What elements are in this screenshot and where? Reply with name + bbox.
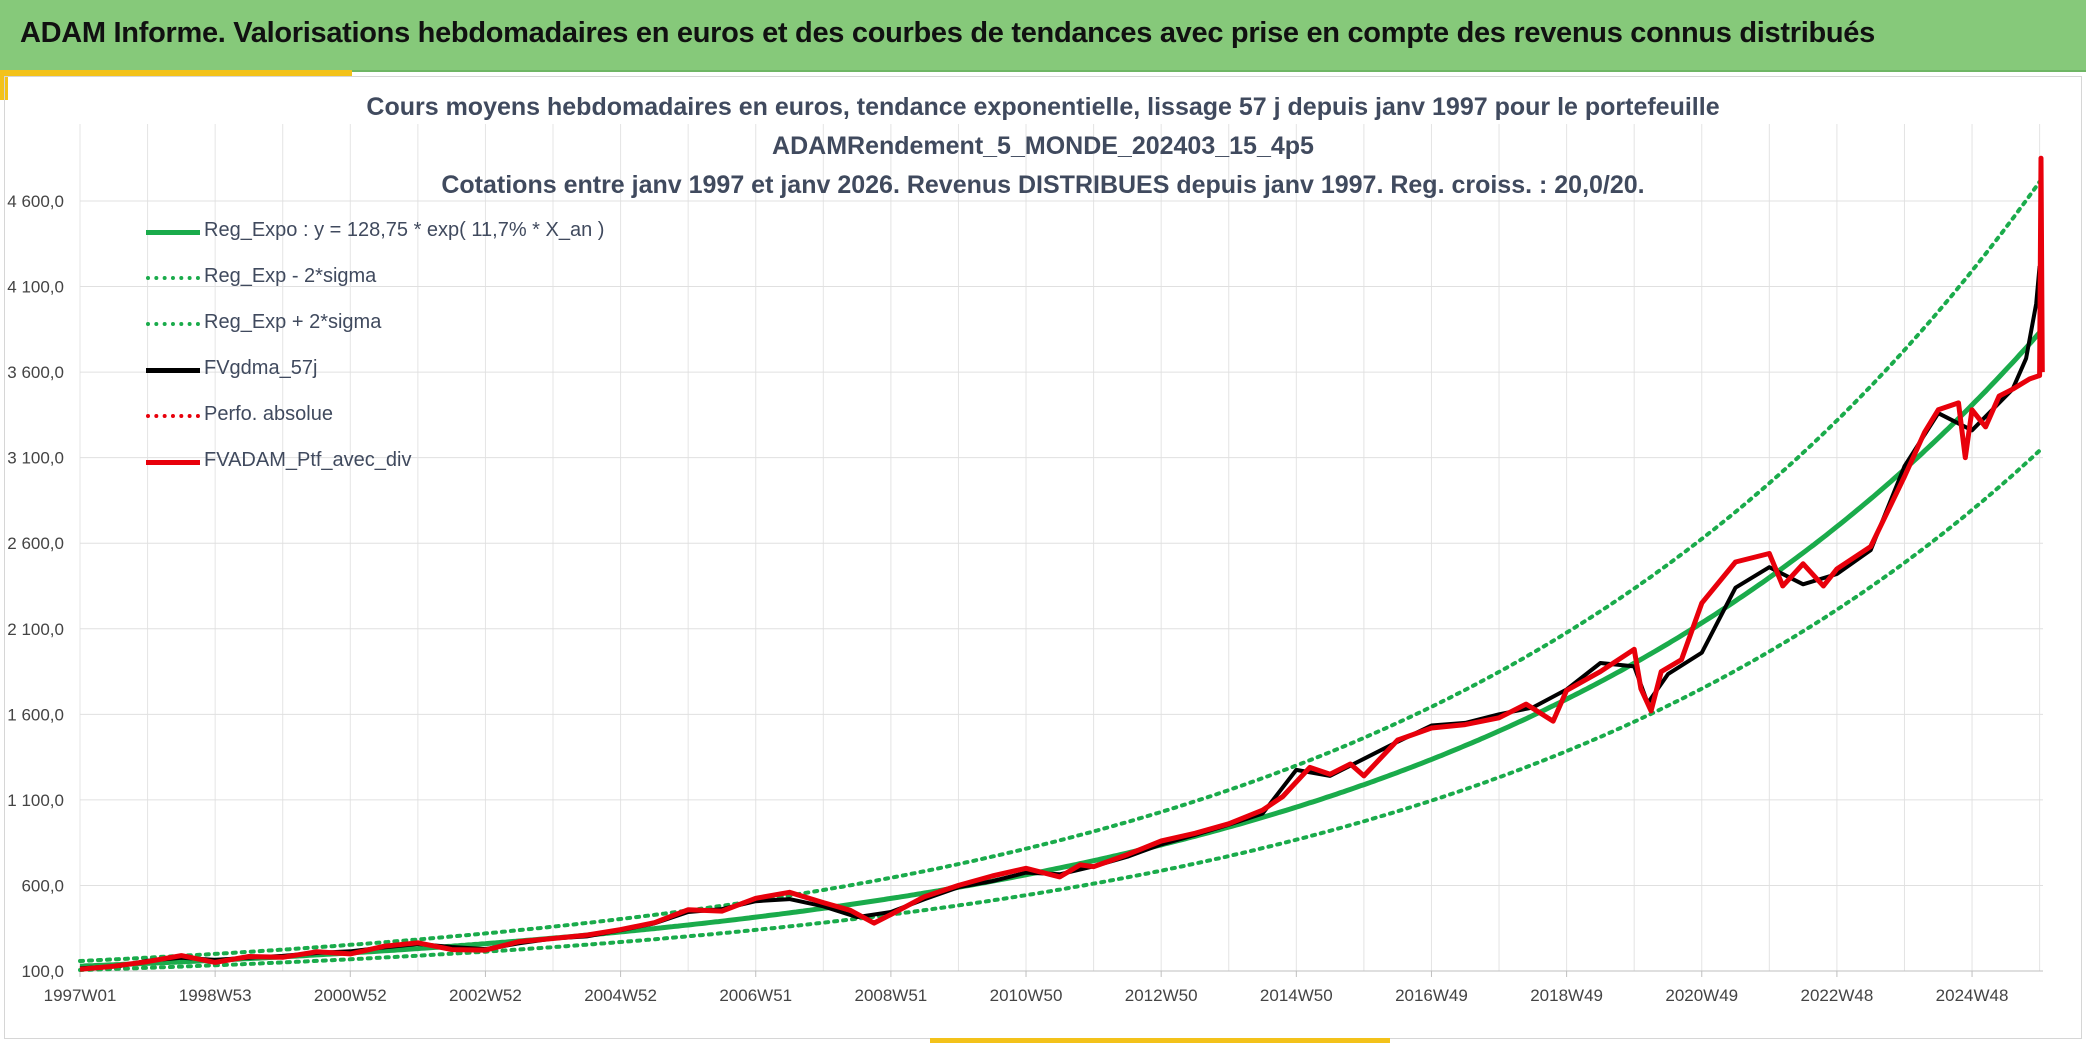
y-tick-label: 4 100,0 [7, 278, 64, 297]
bottom-accent-bar [930, 1038, 1390, 1043]
x-tick-label: 2002W52 [449, 986, 522, 1005]
x-tick-label: 2014W50 [1260, 986, 1333, 1005]
legend-item-reg-lower: Reg_Exp - 2*sigma [146, 265, 666, 291]
y-tick-label: 3 100,0 [7, 449, 64, 468]
y-tick-label: 1 600,0 [7, 705, 64, 724]
legend-label-perfo: Perfo. absolue [204, 403, 333, 425]
legend-label-portfolio: FVADAM_Ptf_avec_div [204, 449, 412, 471]
legend-swatch-perfo [146, 414, 200, 418]
x-tick-label: 2010W50 [990, 986, 1063, 1005]
x-tick-label: 2024W48 [1936, 986, 2009, 1005]
y-tick-label: 1 100,0 [7, 791, 64, 810]
legend-swatch-portfolio [146, 460, 200, 465]
legend-swatch-reg-expo [146, 230, 200, 235]
x-tick-label: 2008W51 [854, 986, 927, 1005]
x-tick-label: 2012W50 [1125, 986, 1198, 1005]
legend-item-perfo: Perfo. absolue [146, 403, 666, 429]
report-title: ADAM Informe. Valorisations hebdomadaire… [20, 17, 1875, 49]
x-tick-label: 1997W01 [44, 986, 117, 1005]
series-fvadam-ptf-avec-div [79, 155, 2045, 972]
x-tick-label: 2016W49 [1395, 986, 1468, 1005]
x-tick-label: 2018W49 [1530, 986, 1603, 1005]
legend-item-reg-upper: Reg_Exp + 2*sigma [146, 311, 666, 337]
x-tick-label: 2022W48 [1801, 986, 1874, 1005]
x-tick-label: 2006W51 [719, 986, 792, 1005]
series-reg-upper [78, 179, 2042, 963]
y-tick-label: 2 600,0 [7, 534, 64, 553]
y-tick-label: 3 600,0 [7, 363, 64, 382]
legend-item-reg-expo: Reg_Expo : y = 128,75 * exp( 11,7% * X_a… [146, 219, 666, 245]
x-tick-label: 2020W49 [1665, 986, 1738, 1005]
chart-title-line-1: Cours moyens hebdomadaires en euros, ten… [366, 93, 1720, 121]
x-tick-label: 2004W52 [584, 986, 657, 1005]
accent-bar [0, 70, 352, 76]
legend-label-reg-upper: Reg_Exp + 2*sigma [204, 311, 382, 333]
x-tick-label: 2000W52 [314, 986, 387, 1005]
legend-swatch-fvgdma [146, 368, 200, 373]
y-tick-label: 100,0 [21, 962, 64, 981]
x-tick-label: 1998W53 [179, 986, 252, 1005]
chart-title-line-2: ADAMRendement_5_MONDE_202403_15_4p5 [772, 132, 1314, 160]
legend-item-portfolio: FVADAM_Ptf_avec_div [146, 449, 666, 475]
legend-swatch-reg-upper [146, 322, 200, 326]
legend-item-fvgdma: FVgdma_57j [146, 357, 666, 383]
legend-label-reg-lower: Reg_Exp - 2*sigma [204, 265, 377, 287]
legend-swatch-reg-lower [146, 276, 200, 280]
chart-title-line-3: Cotations entre janv 1997 et janv 2026. … [441, 171, 1645, 199]
legend-label-reg-expo: Reg_Expo : y = 128,75 * exp( 11,7% * X_a… [204, 219, 605, 241]
series-reg-expo [79, 330, 2042, 969]
report-header: ADAM Informe. Valorisations hebdomadaire… [0, 0, 2086, 72]
y-tick-label: 600,0 [21, 876, 64, 895]
legend-label-fvgdma: FVgdma_57j [204, 357, 318, 379]
series-reg-lower [78, 448, 2042, 972]
y-tick-label: 4 600,0 [7, 192, 64, 211]
y-tick-label: 2 100,0 [7, 620, 64, 639]
